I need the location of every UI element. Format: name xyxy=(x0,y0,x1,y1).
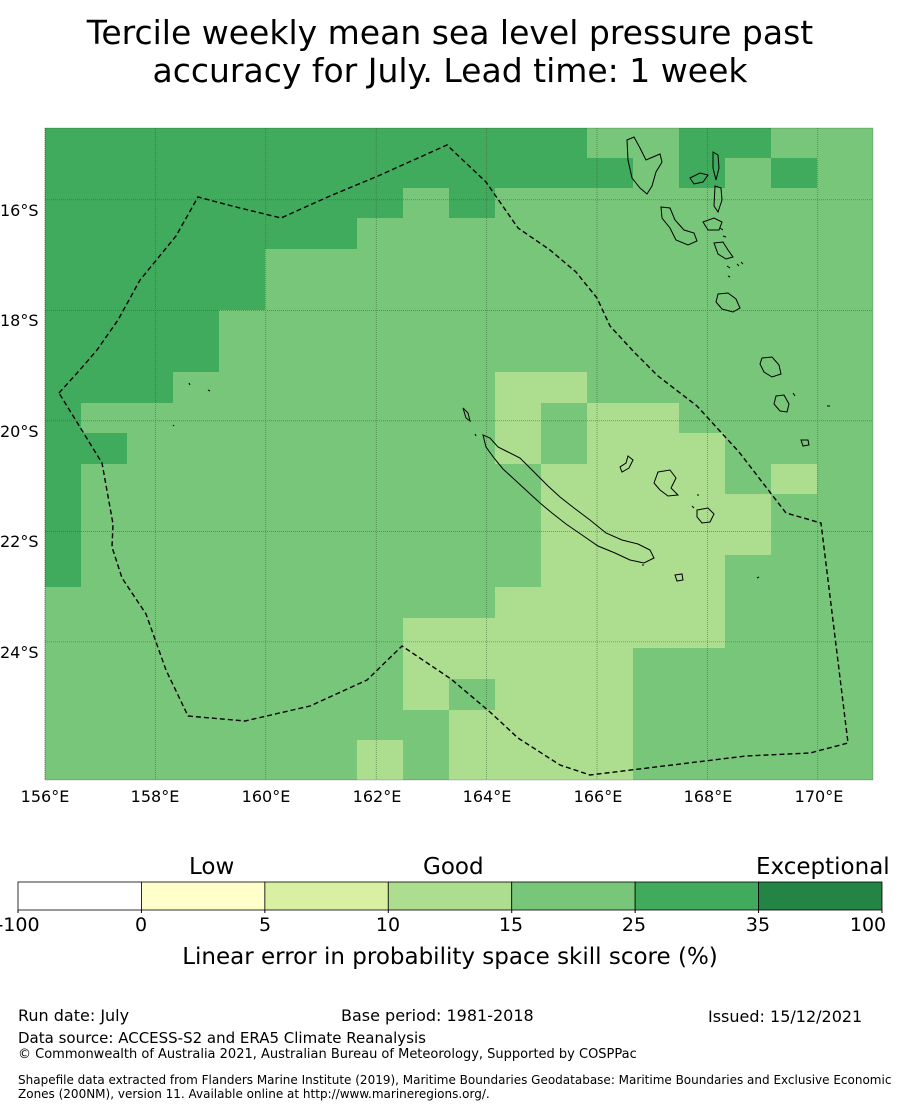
colorbar-label-exceptional: Exceptional xyxy=(756,854,890,880)
lon-tick-label: 170°E xyxy=(794,787,844,806)
lon-tick-label: 168°E xyxy=(683,787,733,806)
issued-date: Issued: 15/12/2021 xyxy=(708,1007,863,1026)
grid-cell xyxy=(679,128,771,158)
shapefile-credit: Shapefile data extracted from Flanders M… xyxy=(18,1073,898,1101)
lon-tick-label: 166°E xyxy=(573,787,623,806)
colorbar-tick: 25 xyxy=(621,914,647,936)
mare-island xyxy=(696,507,715,524)
grid-cell xyxy=(541,494,771,555)
colorbar-segment xyxy=(511,881,636,911)
lon-tick-label: 164°E xyxy=(462,787,512,806)
grid-cell xyxy=(541,555,725,587)
lon-tick-label: 160°E xyxy=(241,787,291,806)
tanna-island xyxy=(773,394,790,413)
colorbar-segment xyxy=(264,881,389,911)
lat-tick-label: 20°S xyxy=(0,422,39,441)
colorbar-tick: 5 xyxy=(258,914,272,936)
lat-tick-label: 18°S xyxy=(0,311,39,330)
skill-grid xyxy=(45,128,873,780)
colorbar-title: Linear error in probability space skill … xyxy=(182,944,718,970)
colorbar-tick: 100 xyxy=(849,914,887,936)
lifou-island xyxy=(653,469,680,497)
colorbar-tick: 15 xyxy=(498,914,524,936)
pentecost-island xyxy=(713,185,723,214)
colorbar-tick: 0 xyxy=(134,914,148,936)
efate-island xyxy=(715,292,741,313)
eez-boundary xyxy=(58,144,849,776)
colorbar-segment xyxy=(141,881,266,911)
erromango-island xyxy=(759,356,782,378)
espiritu-santo-island xyxy=(626,136,663,195)
epi-island xyxy=(713,241,734,260)
belep-island xyxy=(462,407,471,423)
colorbar-tick: 10 xyxy=(375,914,401,936)
colorbar-tick: 35 xyxy=(745,914,771,936)
colorbar-segment xyxy=(634,881,759,911)
grid-cell xyxy=(45,128,633,587)
grid-cell xyxy=(771,158,817,188)
base-period: Base period: 1981-2018 xyxy=(341,1006,534,1025)
grid-cell xyxy=(587,433,725,494)
lon-tick-label: 156°E xyxy=(20,787,70,806)
land-outlines xyxy=(172,136,830,582)
shapefile-credit-line-2: Zones (200NM), version 11. Available onl… xyxy=(18,1087,490,1101)
grid-cell xyxy=(495,679,633,710)
colorbar xyxy=(17,881,883,913)
colorbar-segment xyxy=(387,881,513,911)
title-line-2: accuracy for July. Lead time: 1 week xyxy=(152,51,748,90)
grid-cell xyxy=(771,464,817,494)
ambrym-island xyxy=(702,217,723,231)
lon-tick-label: 162°E xyxy=(352,787,402,806)
small-islands xyxy=(172,227,830,579)
run-date: Run date: July xyxy=(18,1006,130,1025)
colorbar-label-low: Low xyxy=(189,854,235,880)
grid-cell xyxy=(495,403,541,464)
shapefile-credit-line-1: Shapefile data extracted from Flanders M… xyxy=(18,1073,892,1087)
lat-tick-label: 16°S xyxy=(0,201,39,220)
map-title: Tercile weekly mean sea level pressure p… xyxy=(0,14,900,90)
colorbar-segment xyxy=(758,881,883,911)
lon-tick-label: 158°E xyxy=(130,787,180,806)
map-frame xyxy=(44,127,874,781)
grid-cell xyxy=(403,618,725,648)
skill-map xyxy=(44,127,874,781)
grid-cell xyxy=(449,710,633,780)
grid-cell xyxy=(495,372,587,403)
data-source: Data source: ACCESS-S2 and ERA5 Climate … xyxy=(18,1029,426,1047)
graticule xyxy=(44,128,873,780)
title-line-1: Tercile weekly mean sea level pressure p… xyxy=(86,13,814,52)
grid-cell xyxy=(587,403,679,433)
lat-tick-label: 24°S xyxy=(0,643,39,662)
copyright: © Commonwealth of Australia 2021, Austra… xyxy=(18,1047,637,1062)
colorbar-segment xyxy=(17,881,142,911)
map-panel: 16°S 18°S 20°S 22°S 24°S 156°E 158°E 160… xyxy=(0,127,874,806)
new-caledonia-island xyxy=(482,434,655,564)
lat-tick-label: 22°S xyxy=(0,532,39,551)
grid-cell xyxy=(403,648,633,679)
malakula-island xyxy=(660,206,698,246)
colorbar-tick: -100 xyxy=(0,914,40,936)
grid-cell xyxy=(495,587,725,618)
maewo-island xyxy=(712,151,720,181)
ile-des-pins xyxy=(674,573,684,582)
grid-cell xyxy=(357,740,403,780)
aneityum-island xyxy=(800,439,810,447)
ambae-island xyxy=(689,172,709,185)
ouvea-island xyxy=(619,455,634,473)
grid-cell xyxy=(403,679,449,710)
colorbar-label-good: Good xyxy=(423,854,484,880)
grid-cell xyxy=(541,464,587,494)
